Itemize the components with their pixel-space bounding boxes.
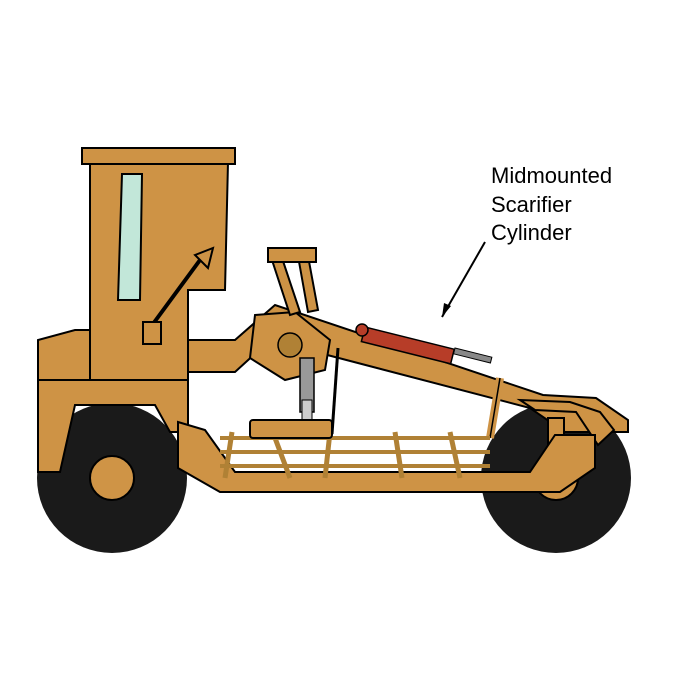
grader-svg [0,0,700,700]
callout-line3: Cylinder [491,220,572,245]
steering-base [143,322,161,344]
lift-arm-2 [298,256,318,312]
lift-arm-crossbar [268,248,316,262]
cab-window [118,174,142,300]
scarifier-strut-1 [332,348,338,434]
scarifier-mount [250,420,332,438]
hood-slope [38,330,90,380]
grader-diagram: Midmounted Scarifier Cylinder [0,0,700,700]
callout-line1: Midmounted [491,163,612,188]
cab-roof [82,148,235,164]
callout-label: Midmounted Scarifier Cylinder [491,162,612,248]
scarifier-cylinder-rod [454,348,492,363]
callout-line2: Scarifier [491,192,572,217]
rear-wheel-hub [90,456,134,500]
circle-pivot [278,333,302,357]
scarifier-cylinder-pivot [356,324,368,336]
